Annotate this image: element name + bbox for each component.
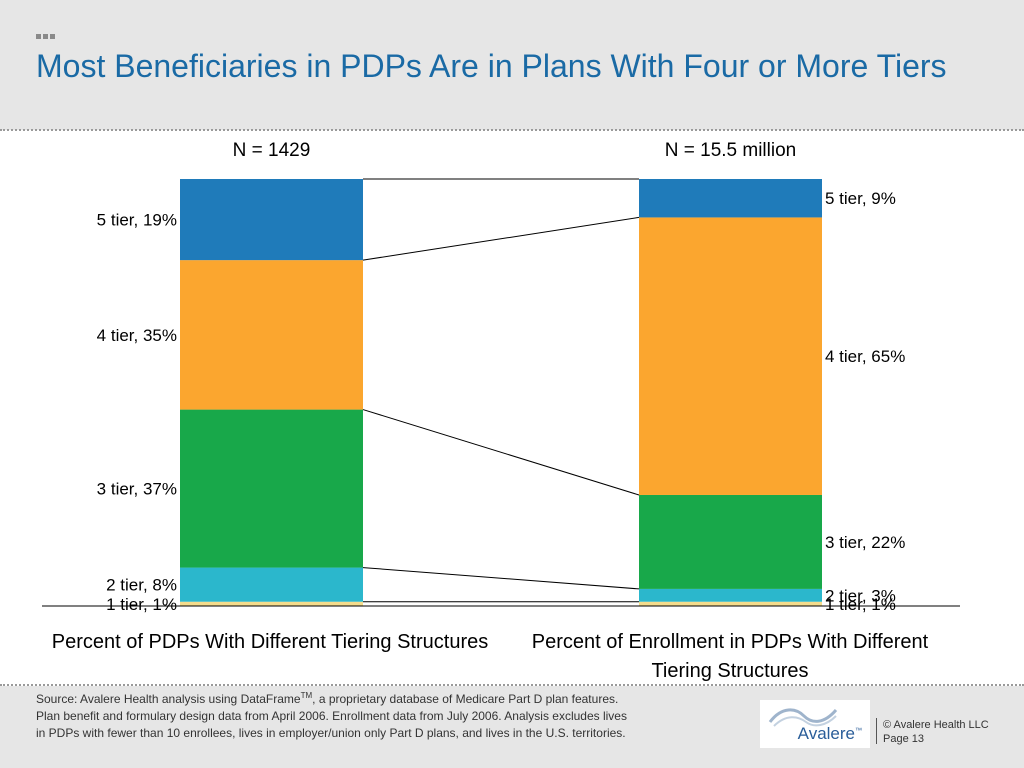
data-label-1-5-tier: 5 tier, 19% xyxy=(97,211,177,230)
slide-footer: Source: Avalere Health analysis using Da… xyxy=(0,686,1024,768)
copyright-block: © Avalere Health LLC Page 13 xyxy=(883,718,989,746)
footer-divider xyxy=(876,718,877,744)
data-label-2-2-tier: 2 tier, 3% xyxy=(825,586,896,605)
bar-segment-1-4-tier xyxy=(180,260,363,410)
connector-line-4 xyxy=(362,216,640,261)
bar-segment-1-1-tier xyxy=(180,601,363,606)
bar-segment-2-5-tier xyxy=(639,179,822,218)
source-line3: in PDPs with fewer than 10 enrollees, li… xyxy=(36,726,626,740)
bar-segment-2-3-tier xyxy=(639,494,822,589)
data-label-2-1-tier: 1 tier, 1% xyxy=(825,595,896,614)
category-label-2: Percent of Enrollment in PDPs With Diffe… xyxy=(532,631,929,682)
data-label-1-3-tier: 3 tier, 37% xyxy=(97,480,177,499)
stacked-bar-chart: 1 tier, 1%2 tier, 8%3 tier, 37%4 tier, 3… xyxy=(42,140,960,682)
bar-segment-1-2-tier xyxy=(180,567,363,602)
avalere-logo: Avalere™ xyxy=(760,700,870,748)
bar-segment-1-3-tier xyxy=(180,409,363,568)
data-label-1-2-tier: 2 tier, 8% xyxy=(106,576,177,595)
category-label-1: Percent of PDPs With Different Tiering S… xyxy=(52,631,488,653)
slide-title: Most Beneficiaries in PDPs Are in Plans … xyxy=(36,48,947,84)
copyright: © Avalere Health LLC xyxy=(883,719,989,731)
logo-wordmark: Avalere™ xyxy=(797,724,862,743)
footer-separator xyxy=(0,684,1024,686)
bar-segment-2-2-tier xyxy=(639,588,822,602)
connector-line-3 xyxy=(362,409,640,496)
source-note: Source: Avalere Health analysis using Da… xyxy=(36,687,756,742)
trademark-mark: TM xyxy=(300,691,313,700)
bar-segment-1-5-tier xyxy=(180,179,363,261)
logo-wave-icon xyxy=(768,708,838,727)
n-label-1: N = 1429 xyxy=(233,140,311,161)
header-decoration xyxy=(36,34,55,39)
header-separator xyxy=(0,129,1024,131)
page-number: Page 13 xyxy=(883,733,924,745)
n-label-2: N = 15.5 million xyxy=(665,140,796,161)
slide-header: Most Beneficiaries in PDPs Are in Plans … xyxy=(0,0,1024,130)
bar-segment-2-4-tier xyxy=(639,217,822,495)
data-label-2-3-tier: 3 tier, 22% xyxy=(825,533,905,552)
data-label-2-5-tier: 5 tier, 9% xyxy=(825,189,896,208)
source-line1-pre: Source: Avalere Health analysis using Da… xyxy=(36,692,301,706)
source-line2: Plan benefit and formulary design data f… xyxy=(36,709,627,723)
source-line1-post: , a proprietary database of Medicare Par… xyxy=(312,692,619,706)
data-label-1-1-tier: 1 tier, 1% xyxy=(106,595,177,614)
data-label-2-4-tier: 4 tier, 65% xyxy=(825,347,905,366)
data-label-1-4-tier: 4 tier, 35% xyxy=(97,326,177,345)
bar-segment-2-1-tier xyxy=(639,601,822,606)
connector-line-2 xyxy=(362,567,640,590)
